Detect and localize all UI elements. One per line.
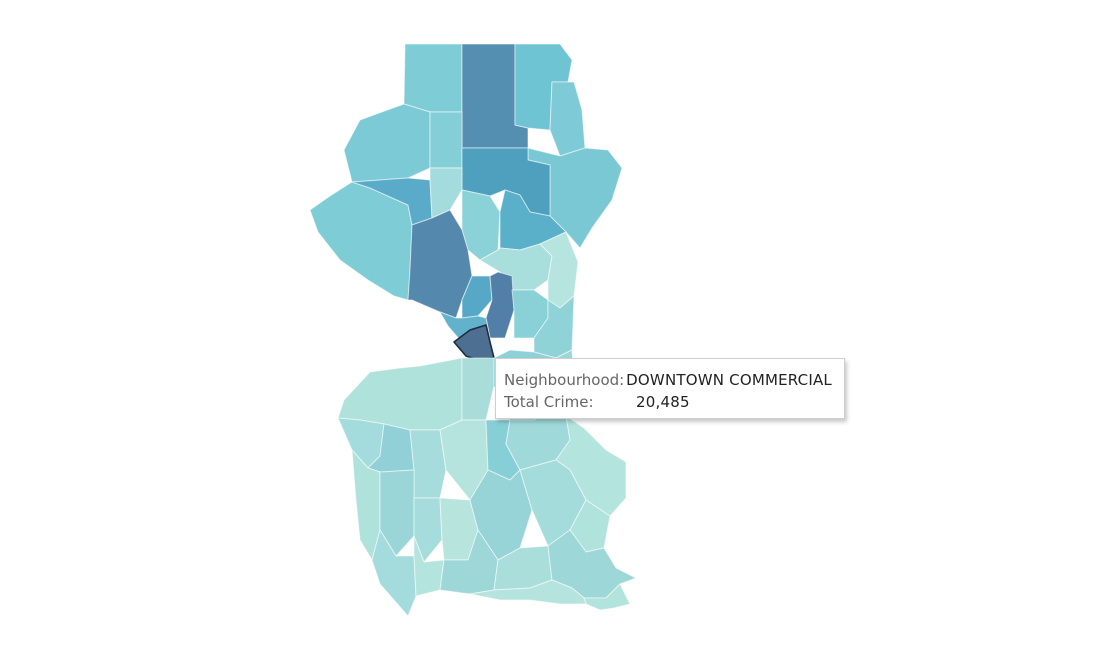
region-nw-top[interactable] bbox=[403, 43, 463, 113]
tooltip-row-neighbourhood: Neighbourhood: DOWNTOWN COMMERCIAL bbox=[504, 369, 832, 391]
region-se-tip[interactable] bbox=[583, 583, 631, 611]
region-nw-large[interactable] bbox=[343, 103, 431, 183]
region-downtown-commercial[interactable] bbox=[453, 324, 495, 361]
crime-value: 20,485 bbox=[636, 393, 690, 411]
region-nw-strip[interactable] bbox=[429, 111, 463, 169]
region-capitol[interactable] bbox=[485, 271, 515, 339]
region-industrial[interactable] bbox=[461, 357, 495, 421]
region-n-small[interactable] bbox=[429, 167, 463, 219]
region-ne-mid[interactable] bbox=[549, 81, 586, 157]
neighbourhood-label: Neighbourhood: bbox=[504, 371, 625, 389]
tooltip: Neighbourhood: DOWNTOWN COMMERCIAL Total… bbox=[495, 358, 845, 419]
region-ws-s2[interactable] bbox=[413, 497, 443, 563]
region-ws-c2[interactable] bbox=[409, 429, 447, 499]
neighbourhood-value: DOWNTOWN COMMERCIAL bbox=[626, 371, 832, 389]
tooltip-row-crime: Total Crime: 20,485 bbox=[504, 391, 832, 413]
crime-label: Total Crime: bbox=[504, 393, 594, 411]
region-far-south[interactable] bbox=[469, 579, 587, 605]
